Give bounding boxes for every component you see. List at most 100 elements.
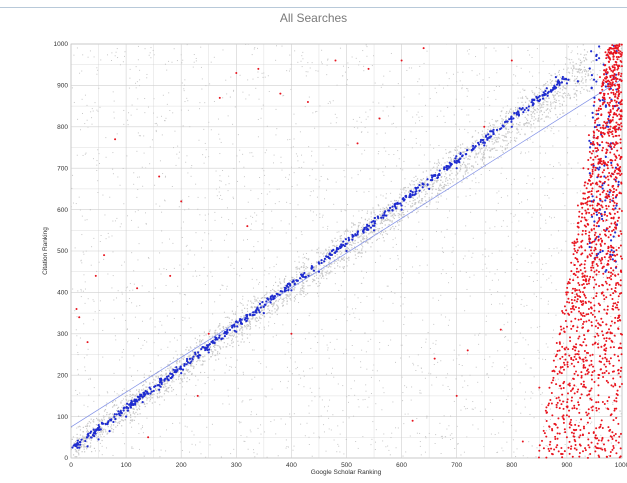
gray-point bbox=[215, 170, 217, 172]
gray-point bbox=[331, 239, 333, 242]
gray-point bbox=[474, 150, 476, 152]
gray-point bbox=[169, 238, 171, 240]
gray-point bbox=[87, 422, 89, 425]
gray-point bbox=[569, 80, 571, 82]
gray-point bbox=[230, 453, 232, 455]
gray-point bbox=[332, 100, 334, 102]
gray-point bbox=[261, 223, 263, 225]
gray-point bbox=[587, 73, 589, 75]
gray-point bbox=[429, 174, 432, 176]
gray-point bbox=[542, 106, 544, 109]
gray-point bbox=[545, 343, 547, 345]
gray-point bbox=[420, 178, 422, 181]
gray-point bbox=[342, 245, 344, 248]
gray-point bbox=[219, 180, 221, 182]
gray-point bbox=[243, 239, 245, 241]
gray-point bbox=[463, 406, 465, 408]
gray-point bbox=[368, 222, 370, 224]
gray-point bbox=[435, 230, 437, 232]
gray-point bbox=[312, 281, 314, 283]
gray-point bbox=[406, 210, 409, 212]
gray-point bbox=[192, 66, 194, 68]
gray-point bbox=[444, 175, 446, 178]
gray-point bbox=[116, 404, 118, 406]
gray-point bbox=[314, 127, 316, 129]
gray-point bbox=[199, 214, 201, 216]
gray-point bbox=[75, 203, 77, 205]
gray-point bbox=[231, 338, 233, 340]
gray-point bbox=[191, 373, 193, 376]
gray-point bbox=[357, 127, 359, 129]
gray-point bbox=[193, 354, 195, 356]
gray-point bbox=[139, 79, 141, 81]
gray-point bbox=[421, 85, 423, 87]
gray-point bbox=[84, 446, 86, 448]
gray-point bbox=[583, 88, 585, 91]
gray-point bbox=[571, 296, 573, 298]
gray-point bbox=[393, 154, 395, 156]
gray-point bbox=[554, 73, 556, 75]
gray-point bbox=[264, 76, 266, 78]
gray-point bbox=[298, 167, 300, 169]
gray-point bbox=[468, 114, 470, 116]
gray-point bbox=[181, 378, 183, 380]
gray-point bbox=[72, 174, 74, 176]
gray-point bbox=[450, 166, 452, 168]
gray-point bbox=[218, 345, 220, 347]
gray-point bbox=[233, 267, 235, 269]
gray-point bbox=[76, 316, 78, 318]
gray-point bbox=[404, 192, 406, 194]
gray-point bbox=[563, 97, 565, 99]
gray-point bbox=[231, 340, 233, 342]
gray-point bbox=[163, 393, 166, 395]
gray-point bbox=[292, 146, 294, 148]
gray-point bbox=[488, 90, 490, 92]
gray-point bbox=[517, 193, 519, 195]
gray-point bbox=[523, 305, 525, 307]
gray-point bbox=[422, 178, 425, 180]
gray-point bbox=[112, 152, 114, 154]
gray-point bbox=[485, 147, 487, 149]
gray-point bbox=[113, 317, 115, 319]
gray-point bbox=[208, 156, 210, 158]
gray-point bbox=[155, 383, 157, 385]
gray-point bbox=[569, 364, 571, 366]
gray-point bbox=[190, 347, 192, 349]
gray-point bbox=[181, 386, 183, 388]
gray-point bbox=[220, 340, 222, 342]
gray-point bbox=[614, 323, 616, 325]
gray-point bbox=[515, 75, 517, 77]
gray-point bbox=[124, 443, 126, 445]
gray-point bbox=[259, 317, 261, 319]
gray-point bbox=[579, 69, 581, 71]
gray-point bbox=[356, 120, 358, 122]
gray-point bbox=[155, 387, 157, 389]
gray-point bbox=[536, 326, 538, 328]
gray-point bbox=[83, 357, 85, 359]
gray-point bbox=[329, 399, 331, 401]
gray-point bbox=[357, 447, 359, 449]
gray-point bbox=[150, 389, 152, 391]
gray-point bbox=[376, 219, 378, 221]
gray-point bbox=[402, 211, 404, 214]
gray-point bbox=[190, 365, 192, 367]
gray-point bbox=[277, 289, 279, 291]
gray-point bbox=[280, 287, 282, 289]
gray-point bbox=[385, 233, 387, 235]
gray-point bbox=[549, 216, 551, 218]
gray-point bbox=[232, 313, 235, 315]
gray-point bbox=[289, 298, 291, 300]
gray-point bbox=[497, 451, 499, 453]
gray-point bbox=[173, 366, 176, 368]
gray-point bbox=[228, 328, 230, 330]
gray-point bbox=[445, 272, 447, 274]
gray-point bbox=[182, 358, 185, 360]
gray-point bbox=[550, 275, 552, 277]
gray-point bbox=[450, 159, 452, 161]
gray-point bbox=[226, 327, 228, 329]
gray-point bbox=[562, 109, 564, 111]
gray-point bbox=[466, 169, 468, 172]
gray-point bbox=[516, 65, 518, 67]
gray-point bbox=[482, 155, 484, 157]
gray-point bbox=[222, 326, 224, 328]
